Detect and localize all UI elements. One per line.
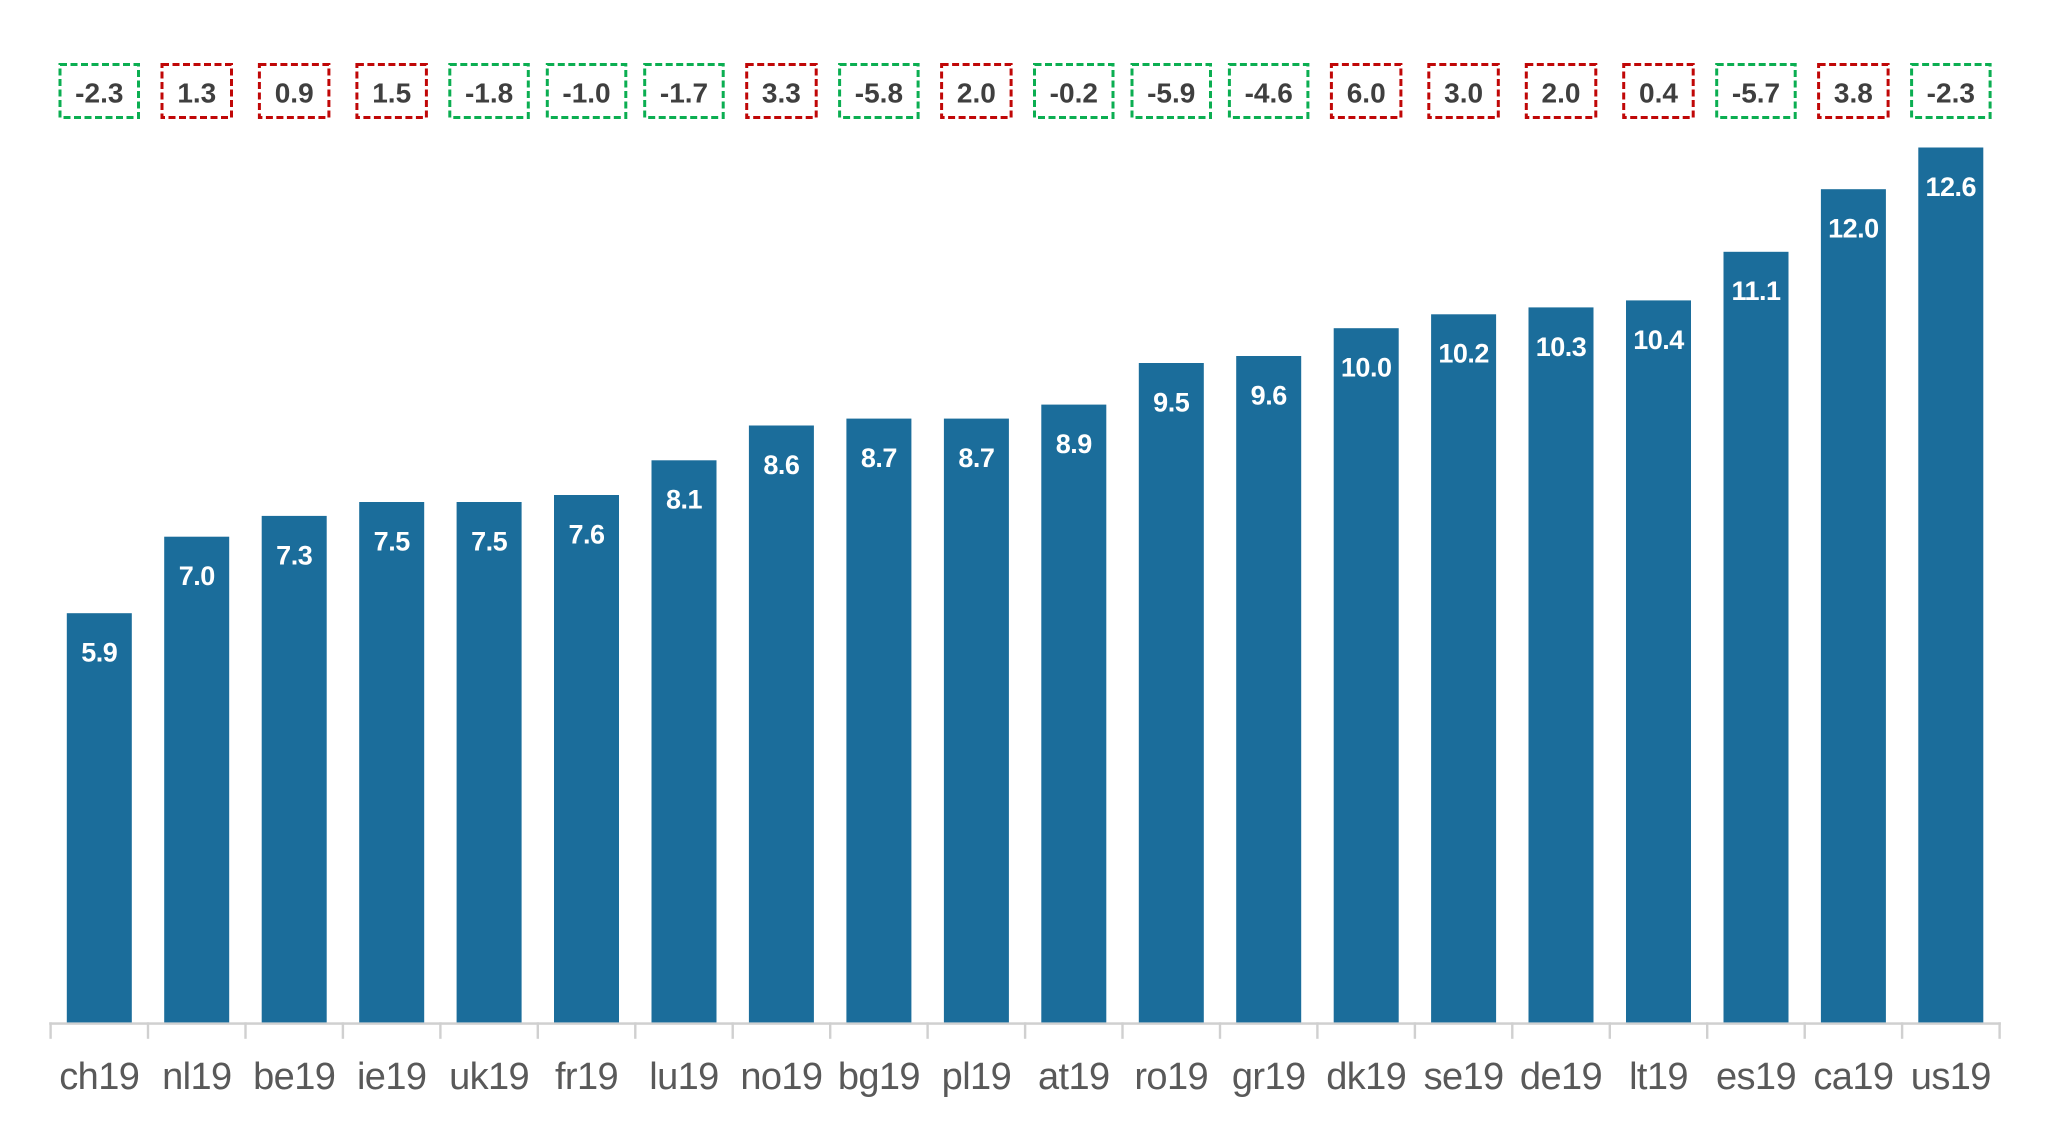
svg-text:10.3: 10.3: [1536, 332, 1587, 362]
svg-text:7.5: 7.5: [471, 526, 508, 556]
svg-text:-4.6: -4.6: [1245, 77, 1293, 108]
svg-text:-5.9: -5.9: [1147, 77, 1195, 108]
svg-text:lu19: lu19: [649, 1056, 718, 1098]
svg-text:-5.8: -5.8: [855, 77, 903, 108]
svg-text:10.2: 10.2: [1438, 339, 1489, 369]
svg-text:8.9: 8.9: [1056, 429, 1093, 459]
svg-text:7.6: 7.6: [568, 519, 605, 549]
svg-text:1.5: 1.5: [372, 77, 411, 108]
svg-text:11.1: 11.1: [1731, 276, 1781, 306]
svg-text:10.4: 10.4: [1633, 325, 1684, 355]
svg-text:-0.2: -0.2: [1050, 77, 1098, 108]
svg-text:pl19: pl19: [942, 1056, 1011, 1098]
svg-text:2.0: 2.0: [1542, 77, 1581, 108]
svg-text:at19: at19: [1038, 1056, 1110, 1098]
svg-text:1.3: 1.3: [177, 77, 216, 108]
svg-text:9.5: 9.5: [1153, 387, 1190, 417]
svg-text:se19: se19: [1424, 1056, 1504, 1098]
svg-text:ch19: ch19: [59, 1056, 139, 1098]
svg-text:8.1: 8.1: [666, 485, 703, 515]
svg-text:-5.7: -5.7: [1732, 77, 1780, 108]
svg-text:-2.3: -2.3: [1927, 77, 1975, 108]
svg-text:de19: de19: [1520, 1056, 1602, 1098]
svg-text:0.9: 0.9: [275, 77, 314, 108]
svg-text:2.0: 2.0: [957, 77, 996, 108]
svg-text:8.7: 8.7: [861, 443, 897, 473]
svg-text:0.4: 0.4: [1639, 77, 1678, 108]
svg-text:ro19: ro19: [1134, 1056, 1208, 1098]
svg-text:ie19: ie19: [357, 1056, 426, 1098]
svg-text:us19: us19: [1911, 1056, 1991, 1098]
svg-text:6.0: 6.0: [1347, 77, 1386, 108]
svg-text:gr19: gr19: [1232, 1056, 1306, 1098]
svg-text:12.6: 12.6: [1926, 172, 1977, 202]
svg-text:-1.8: -1.8: [465, 77, 513, 108]
svg-text:es19: es19: [1716, 1056, 1796, 1098]
svg-text:9.6: 9.6: [1251, 380, 1288, 410]
svg-text:7.0: 7.0: [179, 561, 215, 591]
svg-text:3.8: 3.8: [1834, 77, 1873, 108]
svg-text:7.5: 7.5: [374, 526, 411, 556]
svg-text:8.7: 8.7: [958, 443, 994, 473]
svg-text:lt19: lt19: [1629, 1056, 1688, 1098]
svg-text:-2.3: -2.3: [75, 77, 123, 108]
svg-text:8.6: 8.6: [763, 450, 800, 480]
svg-text:-1.0: -1.0: [562, 77, 610, 108]
svg-text:no19: no19: [740, 1056, 822, 1098]
svg-text:bg19: bg19: [838, 1056, 920, 1098]
svg-text:-1.7: -1.7: [660, 77, 708, 108]
svg-text:be19: be19: [253, 1056, 335, 1098]
svg-text:5.9: 5.9: [81, 638, 118, 668]
svg-text:uk19: uk19: [449, 1056, 529, 1098]
svg-text:ca19: ca19: [1813, 1056, 1893, 1098]
svg-text:3.3: 3.3: [762, 77, 801, 108]
svg-text:3.0: 3.0: [1444, 77, 1483, 108]
svg-text:fr19: fr19: [555, 1056, 618, 1098]
svg-text:nl19: nl19: [162, 1056, 231, 1098]
svg-text:12.0: 12.0: [1828, 214, 1879, 244]
svg-text:10.0: 10.0: [1341, 353, 1392, 383]
svg-text:dk19: dk19: [1326, 1056, 1406, 1098]
svg-text:7.3: 7.3: [276, 540, 313, 570]
